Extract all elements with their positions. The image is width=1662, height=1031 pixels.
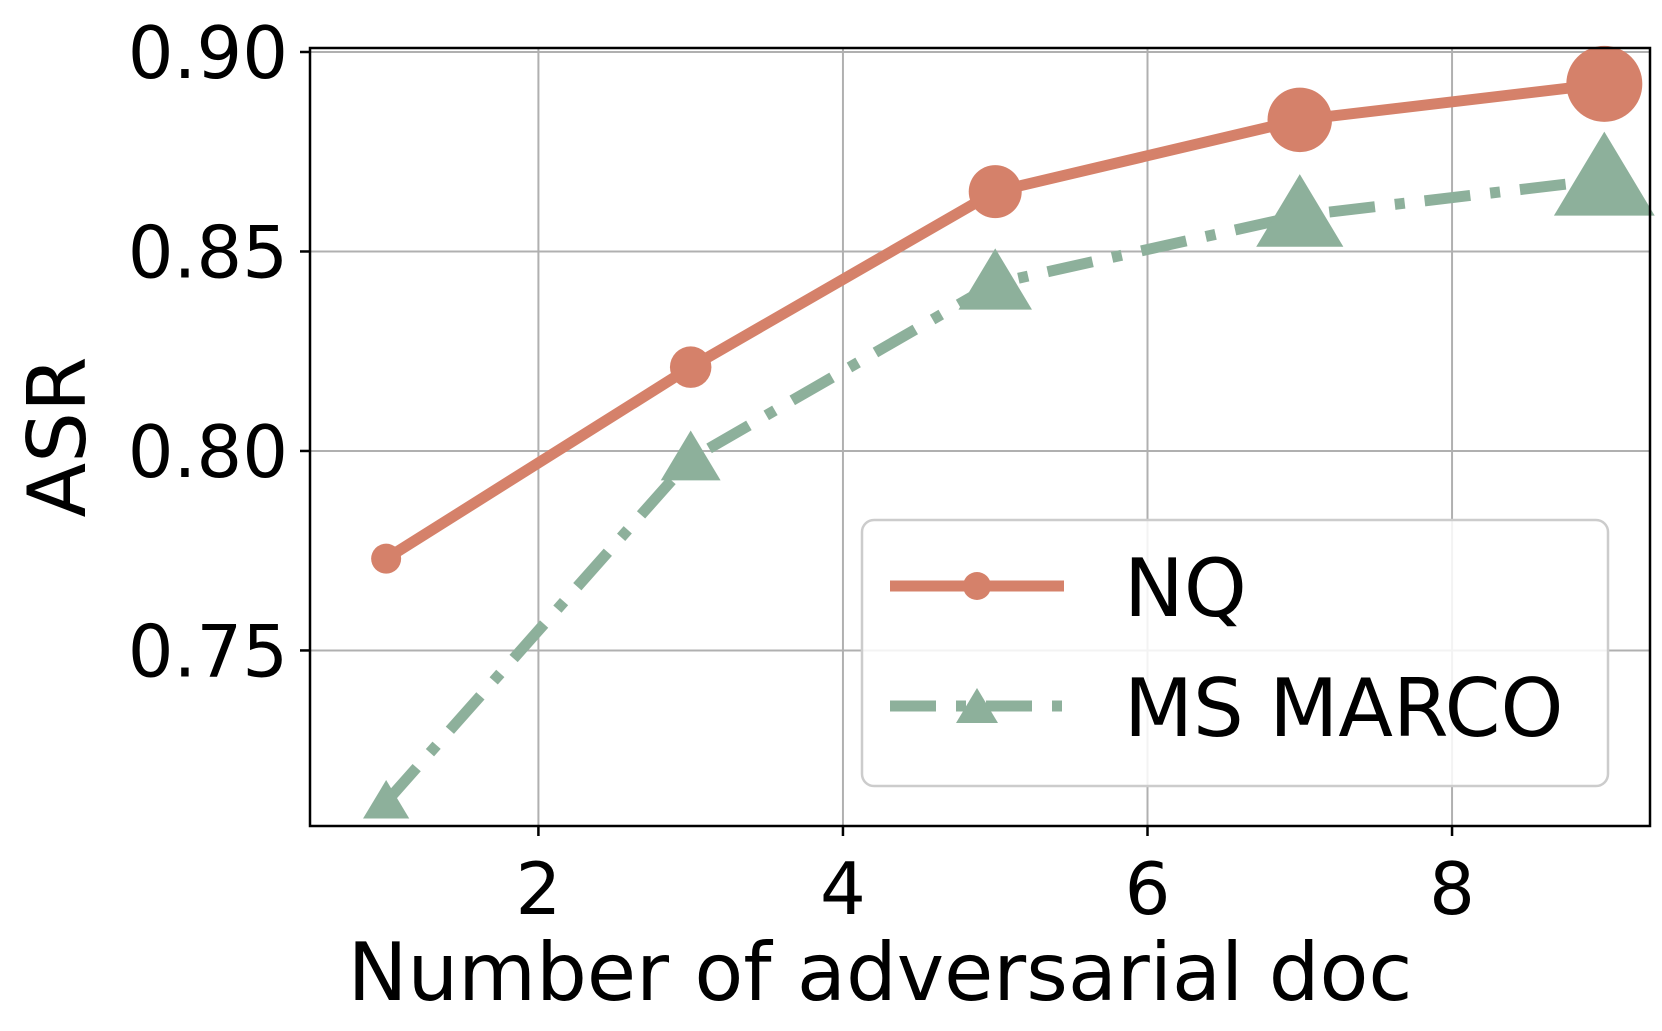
y-tick-label: 0.90 [128,11,288,95]
data-point [1267,87,1333,153]
y-tick-label: 0.80 [128,410,288,494]
data-point [1553,131,1655,216]
series-line [383,78,1605,564]
legend-entries: NQ MS MARCO [890,542,1563,755]
axis-ticks: 2 4 6 8 0.75 0.80 0.85 0.90 [128,11,1475,931]
x-axis-label: Number of adversarial doc [348,926,1413,1019]
data-point [1256,174,1344,247]
legend: NQ MS MARCO [860,518,1610,788]
data-point [363,780,410,819]
y-tick-label: 0.85 [128,210,288,294]
x-tick-label: 8 [1429,847,1475,931]
plot-area-frame [308,46,1652,828]
x-tick-label: 6 [1125,847,1171,931]
legend-label: NQ [1124,542,1247,635]
y-axis-label: ASR [11,356,104,517]
legend-marker [963,572,991,600]
legend-label: MS MARCO [1124,662,1563,755]
legend-marker [956,688,998,723]
series-markers [363,45,1655,819]
data-point [669,346,712,388]
data-point [660,430,721,481]
data-point [371,543,402,574]
x-tick-label: 2 [516,847,562,931]
data-point [958,248,1032,310]
x-tick-label: 4 [820,847,866,931]
data-point [968,165,1022,219]
data-point [1566,45,1643,122]
y-tick-label: 0.75 [128,609,288,693]
